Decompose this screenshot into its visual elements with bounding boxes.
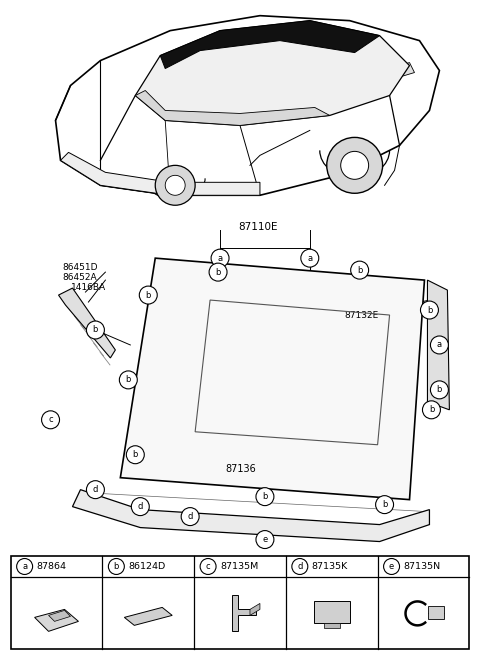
- Text: 87136: 87136: [225, 464, 256, 474]
- Polygon shape: [428, 280, 449, 410]
- Text: b: b: [114, 562, 119, 571]
- FancyBboxPatch shape: [429, 607, 444, 620]
- Text: 87135N: 87135N: [404, 562, 441, 571]
- Polygon shape: [72, 490, 430, 542]
- Circle shape: [351, 261, 369, 279]
- Text: 87135K: 87135K: [312, 562, 348, 571]
- Circle shape: [376, 496, 394, 514]
- Text: d: d: [93, 485, 98, 494]
- Circle shape: [132, 498, 149, 515]
- Circle shape: [341, 151, 369, 179]
- Polygon shape: [135, 90, 330, 125]
- Polygon shape: [390, 63, 415, 79]
- Text: b: b: [382, 500, 387, 509]
- Text: 86452A: 86452A: [62, 273, 97, 282]
- Text: a: a: [307, 253, 312, 263]
- Text: b: b: [216, 268, 221, 276]
- Circle shape: [301, 249, 319, 267]
- Polygon shape: [120, 258, 424, 500]
- Circle shape: [139, 286, 157, 304]
- Polygon shape: [135, 21, 409, 125]
- Circle shape: [256, 531, 274, 548]
- Circle shape: [431, 336, 448, 354]
- Polygon shape: [250, 603, 260, 616]
- Circle shape: [422, 401, 441, 419]
- Circle shape: [108, 559, 124, 574]
- Text: b: b: [93, 326, 98, 335]
- Circle shape: [420, 301, 438, 319]
- Text: e: e: [262, 535, 267, 544]
- Circle shape: [327, 138, 383, 193]
- Circle shape: [42, 411, 60, 429]
- Text: b: b: [427, 305, 432, 314]
- Circle shape: [155, 165, 195, 205]
- Polygon shape: [232, 595, 256, 631]
- Circle shape: [200, 559, 216, 574]
- Text: a: a: [437, 341, 442, 350]
- Circle shape: [181, 508, 199, 525]
- Text: a: a: [22, 562, 27, 571]
- Text: b: b: [262, 492, 268, 501]
- Polygon shape: [160, 21, 380, 69]
- Circle shape: [211, 249, 229, 267]
- Polygon shape: [124, 607, 172, 626]
- Text: 86451D: 86451D: [62, 263, 98, 272]
- Circle shape: [126, 446, 144, 464]
- Text: 86124D: 86124D: [128, 562, 166, 571]
- Circle shape: [431, 381, 448, 399]
- Circle shape: [384, 559, 399, 574]
- Text: d: d: [138, 502, 143, 511]
- Circle shape: [165, 176, 185, 195]
- Text: b: b: [145, 291, 151, 299]
- Text: e: e: [389, 562, 394, 571]
- Text: b: b: [132, 450, 138, 459]
- Circle shape: [256, 488, 274, 506]
- Text: b: b: [437, 385, 442, 394]
- Circle shape: [86, 321, 104, 339]
- Text: c: c: [48, 415, 53, 424]
- Text: b: b: [429, 405, 434, 415]
- Polygon shape: [59, 288, 115, 358]
- Text: 87135M: 87135M: [220, 562, 258, 571]
- Text: b: b: [126, 375, 131, 384]
- Text: 87132E: 87132E: [345, 311, 379, 320]
- Text: 1416BA: 1416BA: [71, 283, 106, 292]
- Polygon shape: [35, 609, 78, 631]
- Text: 87110E: 87110E: [238, 222, 278, 233]
- FancyBboxPatch shape: [324, 624, 340, 628]
- Text: d: d: [297, 562, 302, 571]
- Circle shape: [209, 263, 227, 281]
- Polygon shape: [60, 153, 260, 195]
- FancyBboxPatch shape: [314, 601, 350, 624]
- Polygon shape: [48, 610, 71, 622]
- Circle shape: [292, 559, 308, 574]
- Circle shape: [120, 371, 137, 389]
- Circle shape: [17, 559, 33, 574]
- Text: 87864: 87864: [36, 562, 67, 571]
- Text: c: c: [206, 562, 210, 571]
- Circle shape: [86, 481, 104, 498]
- Text: d: d: [188, 512, 193, 521]
- Text: b: b: [357, 266, 362, 274]
- Text: a: a: [217, 253, 223, 263]
